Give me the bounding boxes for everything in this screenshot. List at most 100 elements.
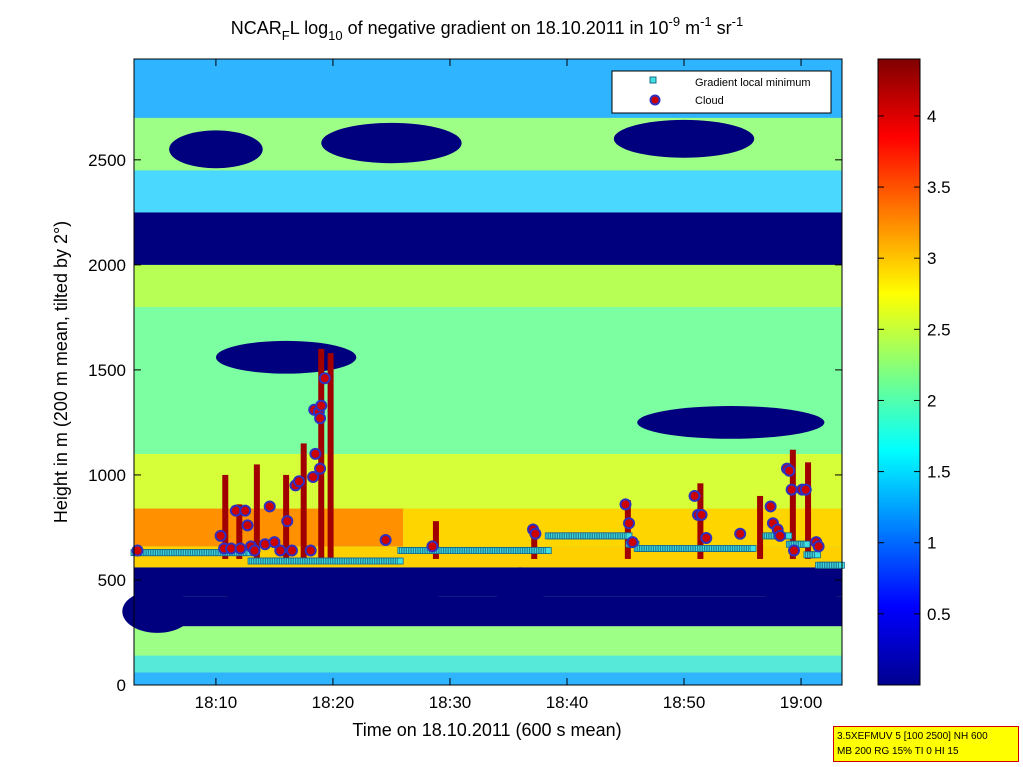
cloud-marker — [259, 538, 272, 551]
title-part: L log — [290, 18, 328, 38]
cloud-marker — [239, 504, 252, 517]
y-tick-label: 2500 — [88, 151, 126, 170]
heatmap-band — [134, 655, 842, 673]
heatmap-band — [134, 453, 842, 509]
colorbar-tick-label: 2.5 — [927, 320, 951, 339]
y-tick-label: 1000 — [88, 466, 126, 485]
cloud-marker — [623, 517, 636, 530]
heatmap-spike — [222, 474, 229, 559]
heatmap — [122, 59, 842, 685]
colorbar-tick-label: 3.5 — [927, 178, 951, 197]
cloud-marker — [734, 527, 747, 540]
cloud-marker — [783, 464, 796, 477]
cloud-marker — [309, 447, 322, 460]
x-axis-label: Time on 18.10.2011 (600 s mean) — [352, 720, 621, 740]
heatmap-blob — [169, 220, 357, 259]
heatmap-spike — [789, 449, 796, 559]
gradient-minimum-marker — [396, 557, 404, 565]
cloud-marker — [314, 412, 327, 425]
legend-marker-square — [649, 76, 657, 84]
plot-frame — [133, 58, 843, 686]
cloud-marker — [131, 544, 144, 557]
heatmap-spike — [757, 495, 764, 559]
cloud-marker — [812, 540, 825, 553]
title-sup: -9 — [669, 14, 681, 29]
heatmap-spike — [300, 443, 307, 559]
title-sub: 10 — [328, 28, 342, 43]
heatmap-spike — [531, 525, 538, 559]
gradient-minimum-marker — [749, 545, 757, 552]
cloud-marker — [626, 536, 639, 549]
y-tick-label: 500 — [98, 571, 126, 590]
cloud-marker — [315, 399, 328, 412]
colorbar-gradient — [878, 59, 920, 685]
chart-title: NCARFL log10 of negative gradient on 18.… — [231, 14, 743, 43]
y-tick-label: 2000 — [88, 256, 126, 275]
heatmap-blob — [449, 222, 685, 258]
y-tick-label: 1500 — [88, 361, 126, 380]
heatmap-band — [134, 626, 842, 656]
cloud-marker — [688, 489, 701, 502]
heatmap-blob — [227, 571, 439, 622]
cloud-marker — [268, 536, 281, 549]
cloud-marker — [318, 372, 331, 385]
y-tick-label: 0 — [117, 676, 126, 695]
x-tick-label: 18:40 — [546, 693, 589, 712]
x-axis: 18:10 18:20 18:30 18:40 18:50 19:00 — [195, 59, 823, 712]
info-line-1: 3.5XEFMUV 5 [100 2500] NH 600 — [837, 731, 988, 742]
cloud-marker — [285, 544, 298, 557]
colorbar-frame — [877, 58, 921, 686]
cloud-marker — [293, 475, 306, 488]
heatmap-spike — [253, 464, 260, 559]
plot-area — [122, 58, 845, 686]
title-sub: F — [282, 28, 290, 43]
cloud-marker — [263, 500, 276, 513]
cloud-marker — [234, 542, 247, 555]
cloud-marker — [248, 544, 261, 557]
title-sup: -1 — [700, 14, 712, 29]
legend: Gradient local minimum Cloud — [611, 70, 832, 114]
cloud-marker — [529, 527, 542, 540]
colorbar-tick-label: 4 — [927, 107, 936, 126]
title-sup: -1 — [732, 14, 744, 29]
x-tick-label: 18:50 — [663, 693, 706, 712]
heatmap-spike — [624, 500, 631, 559]
legend-box — [611, 70, 832, 114]
colorbar-tick-label: 2 — [927, 391, 936, 410]
y-axis: 0 500 1000 1500 2000 2500 — [88, 151, 842, 695]
info-line-2: MB 200 RG 15% TI 0 HI 15 — [837, 746, 959, 757]
gradient-minimum-marker — [838, 561, 845, 569]
legend-label-minimum: Gradient local minimum — [695, 77, 811, 89]
heatmap-band — [134, 672, 842, 685]
x-tick-label: 18:10 — [195, 693, 238, 712]
heatmap-spike — [805, 462, 812, 559]
x-tick-label: 19:00 — [780, 693, 823, 712]
cloud-marker — [785, 483, 798, 496]
title-part: m — [680, 18, 700, 38]
gradient-minimum-marker — [803, 540, 811, 548]
cloud-marker — [764, 500, 777, 513]
legend-marker-circle — [649, 94, 661, 106]
heatmap-spike — [236, 504, 243, 559]
cloud-marker — [307, 471, 320, 484]
title-part: sr — [712, 18, 732, 38]
heatmap-blob — [637, 406, 825, 439]
colorbar-ticks: 0.5 1 1.5 2 2.5 3 3.5 4 — [878, 107, 951, 624]
heatmap-blob — [765, 569, 837, 620]
gradient-minimum-marker — [814, 551, 821, 559]
colorbar-tick-label: 1.5 — [927, 463, 951, 482]
heatmap-spike — [697, 483, 704, 559]
cloud-marker — [695, 508, 708, 521]
heatmap-band — [134, 264, 842, 307]
colorbar-tick-label: 1 — [927, 534, 936, 553]
heatmap-spike — [327, 353, 334, 559]
title-part: NCAR — [231, 18, 282, 38]
heatmap-blob — [215, 340, 357, 374]
legend-label-cloud: Cloud — [695, 95, 724, 107]
colorbar-tick-label: 0.5 — [927, 605, 951, 624]
cloud-marker — [426, 540, 439, 553]
cloud-markers — [131, 372, 825, 557]
heatmap-blob — [169, 130, 263, 169]
x-tick-label: 18:30 — [429, 693, 472, 712]
cloud-marker — [304, 544, 317, 557]
